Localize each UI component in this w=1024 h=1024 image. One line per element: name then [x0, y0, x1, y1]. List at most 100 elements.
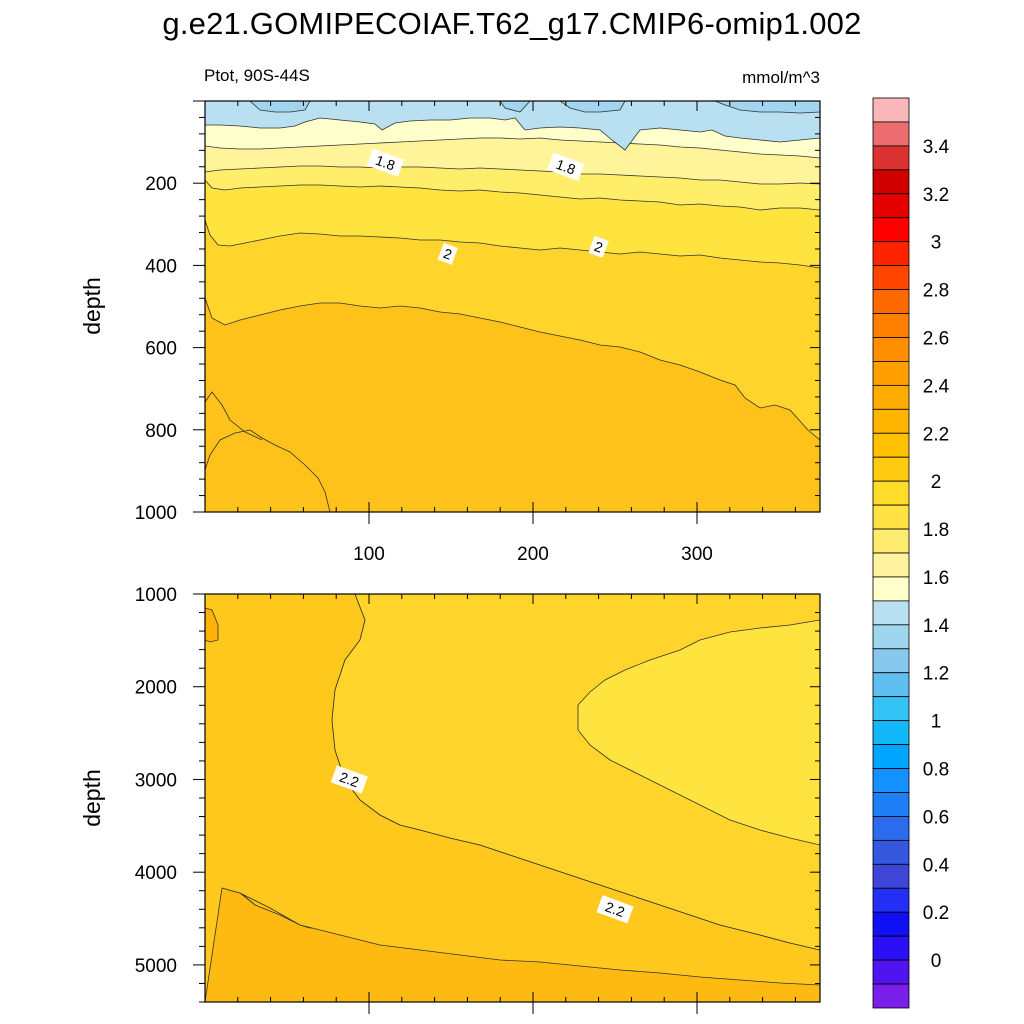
contour-label-bg: [366, 148, 404, 177]
upper-y-tick-label: 400: [145, 256, 177, 277]
contour-label-text: 1.8: [554, 156, 578, 178]
upper-contour-label: 1.8: [366, 148, 404, 177]
upper-contour-labels: 1.8 1.8 2 2: [366, 148, 609, 265]
colorbar-box: [872, 193, 910, 219]
lower-contour-label: 2.2: [330, 765, 368, 794]
colorbar-label: 0.4: [923, 855, 950, 876]
colorbar-box: [872, 935, 910, 961]
colorbar-box: [872, 863, 910, 889]
contour-label-text: 2.2: [603, 898, 627, 920]
lower-ticks: [193, 593, 820, 1014]
colorbar-box: [872, 600, 910, 626]
lower-y-tick-label: 2000: [135, 678, 177, 699]
upper-x-tick-label: 300: [681, 544, 713, 565]
colorbar-label: 3: [931, 233, 942, 254]
colorbar-box: [872, 456, 910, 482]
colorbar-box: [872, 744, 910, 769]
colorbar-box: [872, 768, 910, 793]
lower-contour-label: 2.2: [596, 895, 634, 924]
contour-label-bg: [588, 235, 609, 258]
colorbar-box: [872, 959, 910, 985]
colorbar-box: [872, 624, 910, 650]
lower-y-tick-label: 1000: [135, 585, 177, 606]
colorbar: 3.4 3.2 3 2.8 2.6 2.4 2.2 2 1.8 1.6 1.4 1.2 1 0.8 0.6 0…: [872, 97, 950, 1009]
colorbar-box: [872, 552, 910, 578]
colorbar-label: 1: [931, 712, 942, 733]
colorbar-label: 2.4: [923, 376, 950, 397]
colorbar-boxes: [872, 97, 910, 1009]
upper-contour-label: 2: [437, 242, 458, 265]
colorbar-box: [872, 265, 910, 290]
upper-panel: 100 200 300 200 400 600 800 1000 1.8 1.8 2 2 depth: [79, 100, 821, 565]
colorbar-label: 1.8: [923, 520, 949, 541]
colorbar-box: [872, 648, 910, 674]
upper-contour-label: 2: [588, 235, 609, 258]
colorbar-box: [872, 289, 910, 314]
lower-tick-labels: 1000 2000 3000 4000 5000: [135, 585, 177, 977]
colorbar-box: [872, 720, 910, 745]
colorbar-labels: 3.4 3.2 3 2.8 2.6 2.4 2.2 2 1.8 1.6 1.4 1.2 1 0.8 0.6 0…: [923, 137, 950, 972]
contour-label-bg: [330, 765, 368, 794]
colorbar-box: [872, 911, 910, 937]
upper-y-tick-label: 800: [145, 421, 177, 442]
upper-y-tick-label: 600: [145, 339, 177, 360]
colorbar-label: 0.8: [923, 760, 949, 781]
upper-y-tick-label: 200: [145, 174, 177, 195]
colorbar-box: [872, 504, 910, 530]
lower-y-tick-label: 5000: [135, 956, 177, 977]
upper-band-1.7: [205, 101, 820, 151]
colorbar-box: [872, 384, 910, 410]
colorbar-box: [872, 217, 910, 243]
variable-subtitle: Ptot, 90S-44S: [204, 66, 310, 85]
colorbar-box: [872, 145, 910, 171]
upper-y-axis-label: depth: [79, 277, 105, 335]
colorbar-label: 0: [931, 951, 942, 972]
colorbar-box: [872, 672, 910, 698]
colorbar-box: [872, 792, 910, 817]
chart-title: g.e21.GOMIPECOIAF.T62_g17.CMIP6-omip1.00…: [162, 6, 862, 41]
colorbar-box: [872, 887, 910, 913]
contour-label-text: 1.8: [374, 152, 398, 174]
colorbar-box: [872, 121, 910, 147]
colorbar-label: 2.2: [923, 424, 949, 445]
lower-contour-labels: 2.2 2.2: [330, 765, 634, 924]
contour-label-text: 2.2: [337, 769, 361, 791]
upper-x-tick-label: 100: [353, 544, 385, 565]
upper-plot-frame: [204, 100, 821, 513]
colorbar-box: [872, 576, 910, 602]
upper-y-tick-label: 1000: [135, 503, 177, 524]
colorbar-label: 2.6: [923, 328, 949, 349]
colorbar-box: [872, 839, 910, 865]
colorbar-box: [872, 169, 910, 195]
colorbar-box: [872, 696, 910, 722]
colorbar-label: 0.2: [923, 903, 949, 924]
colorbar-box: [872, 361, 910, 386]
lower-y-axis-label: depth: [79, 769, 105, 827]
contour-label-bg: [596, 895, 634, 924]
upper-band-1.6: [205, 101, 820, 114]
upper-tick-labels: 100 200 300 200 400 600 800 1000: [135, 174, 713, 565]
units-subtitle: mmol/m^3: [742, 68, 820, 87]
colorbar-label: 2: [931, 472, 942, 493]
upper-ticks: [193, 100, 820, 524]
lower-band-1.9: [577, 619, 820, 846]
colorbar-box: [872, 97, 910, 123]
colorbar-label: 1.6: [923, 568, 949, 589]
colorbar-box: [872, 480, 910, 506]
colorbar-label: 0.6: [923, 807, 949, 828]
colorbar-label: 1.2: [923, 664, 949, 685]
lower-left-blob: [205, 607, 219, 643]
colorbar-box: [872, 983, 910, 1009]
colorbar-box: [872, 432, 910, 458]
colorbar-label: 3.2: [923, 185, 949, 206]
colorbar-box: [872, 816, 910, 841]
colorbar-box: [872, 528, 910, 554]
colorbar-box: [872, 241, 910, 267]
upper-x-tick-label: 200: [517, 544, 549, 565]
upper-contour-label: 1.8: [547, 152, 585, 181]
contour-label-bg: [547, 152, 585, 181]
lower-y-tick-label: 4000: [135, 863, 177, 884]
colorbar-label: 1.4: [923, 616, 950, 637]
lower-y-tick-label: 3000: [135, 770, 177, 791]
